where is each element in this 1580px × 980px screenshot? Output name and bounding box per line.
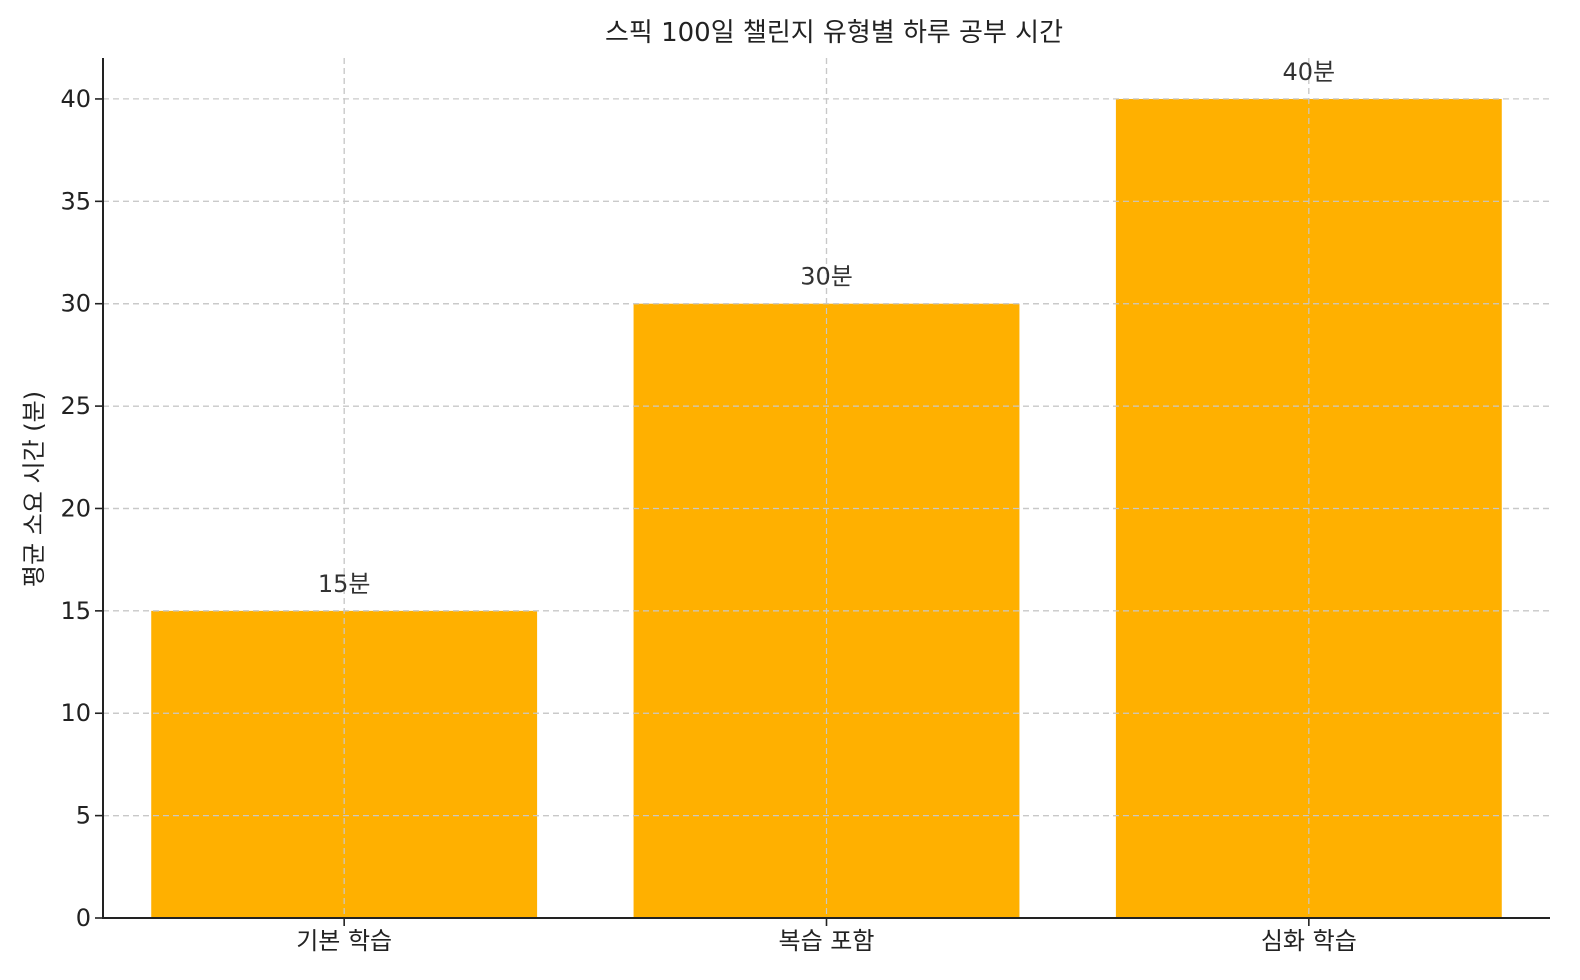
- y-tick-label: 20: [60, 494, 91, 522]
- data-label: 40분: [1283, 58, 1336, 86]
- y-tick-label: 30: [60, 290, 91, 318]
- x-tick-label: 복습 포함: [779, 927, 875, 955]
- y-tick-label: 40: [60, 85, 91, 113]
- y-tick-label: 10: [60, 699, 91, 727]
- chart-title: 스픽 100일 챌린지 유형별 하루 공부 시간: [605, 18, 1063, 48]
- data-label: 30분: [800, 263, 853, 291]
- x-tick-label: 심화 학습: [1261, 927, 1357, 955]
- y-tick-label: 35: [60, 187, 91, 215]
- y-tick-label: 0: [76, 904, 91, 932]
- y-axis-label: 평균 소요 시간 (분): [20, 391, 48, 587]
- axes: 0 5 10 15 20 25 30 35 40 기본 학습 복습 포함 심화 학습: [60, 58, 1550, 955]
- data-labels: 15분 30분 40분: [318, 58, 1335, 598]
- y-tick-label: 25: [60, 392, 91, 420]
- data-label: 15분: [318, 570, 371, 598]
- grid-overlay: [103, 58, 1550, 918]
- x-tick-label: 기본 학습: [296, 927, 392, 955]
- y-tick-label: 15: [60, 597, 91, 625]
- y-tick-label: 5: [76, 802, 91, 830]
